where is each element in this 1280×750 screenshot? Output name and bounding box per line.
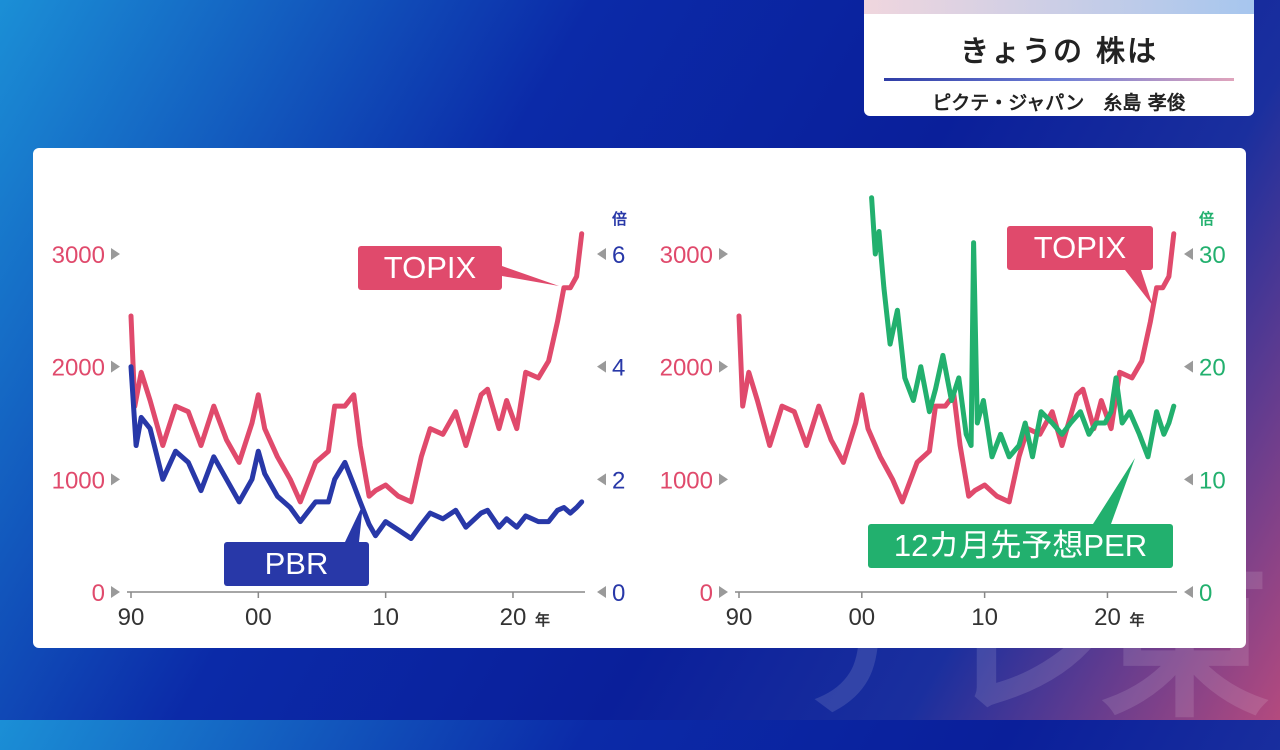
callout-tail (502, 266, 559, 286)
callout-tail (1125, 270, 1153, 306)
left-tick-arrow-icon (111, 248, 120, 260)
title-card: きょうの 株は ピクテ・ジャパン 糸島 孝俊 (864, 0, 1254, 116)
right-unit-label: 倍 (612, 210, 627, 228)
left-tick-label: 3000 (52, 242, 105, 269)
right-tick-arrow-icon (1184, 586, 1193, 598)
left-tick-label: 1000 (660, 467, 713, 494)
left-tick-arrow-icon (719, 248, 728, 260)
left-tick-label: 2000 (660, 355, 713, 382)
callout-box (224, 542, 369, 586)
callout-label: TOPIX (1034, 230, 1127, 265)
right-tick-label: 6 (612, 242, 625, 269)
left-tick-label: 1000 (52, 467, 105, 494)
title-divider (884, 78, 1234, 81)
series-line-topix (128, 231, 585, 505)
left-tick-label: 0 (700, 580, 713, 607)
callout-label: PBR (265, 546, 329, 581)
right-tick-label: 20 (1199, 355, 1226, 382)
right-tick-arrow-icon (1184, 473, 1193, 486)
right-tick-label: 2 (612, 467, 625, 494)
chart-panel: 90 00 10 20 年 0 1000 2000 3000 0 2 4 6 倍 TOPIX PBR 90 00 1… (33, 148, 1246, 648)
right-tick-arrow-icon (597, 248, 606, 260)
left-tick-arrow-icon (111, 360, 120, 373)
left-tick-arrow-icon (111, 473, 120, 486)
x-tick-label: 00 (848, 604, 875, 631)
right-tick-arrow-icon (1184, 360, 1193, 373)
right-tick-label: 0 (612, 580, 625, 607)
right-tick-label: 10 (1199, 467, 1226, 494)
callout-label: 12カ月先予想PER (894, 528, 1147, 563)
segment-title: きょうの 株は (959, 34, 1159, 68)
x-tick-label: 00 (245, 604, 272, 631)
right-tick-arrow-icon (597, 473, 606, 486)
callout-box (868, 524, 1173, 568)
series-line-topix (736, 231, 1177, 505)
callout-tail (345, 504, 363, 542)
callout-tail (1093, 458, 1135, 524)
x-unit-label: 年 (1129, 611, 1144, 629)
left-tick-arrow-icon (719, 360, 728, 373)
x-unit-label: 年 (535, 611, 550, 629)
x-tick-label: 10 (971, 604, 998, 631)
right-tick-arrow-icon (597, 360, 606, 373)
callout-box (358, 246, 502, 290)
right-tick-arrow-icon (1184, 248, 1193, 260)
right-tick-arrow-icon (597, 586, 606, 598)
callout-label: TOPIX (384, 250, 477, 285)
left-tick-label: 2000 (52, 355, 105, 382)
left-tick-label: 3000 (660, 242, 713, 269)
x-tick-label: 10 (372, 604, 399, 631)
callout-box (1007, 226, 1153, 270)
left-tick-arrow-icon (111, 586, 120, 598)
right-tick-label: 0 (1199, 580, 1212, 607)
series-line-per (869, 195, 1177, 460)
title-card-accent-bar (864, 0, 1254, 14)
right-tick-label: 4 (612, 355, 625, 382)
x-tick-label: 20 (1094, 604, 1121, 631)
commentator-name: ピクテ・ジャパン 糸島 孝俊 (932, 92, 1186, 114)
left-tick-arrow-icon (719, 586, 728, 598)
left-tick-label: 0 (92, 580, 105, 607)
x-tick-label: 90 (726, 604, 753, 631)
right-unit-label: 倍 (1199, 210, 1214, 228)
left-tick-arrow-icon (719, 473, 728, 486)
right-tick-label: 30 (1199, 242, 1226, 269)
series-line-pbr (128, 364, 585, 541)
x-tick-label: 90 (118, 604, 145, 631)
x-tick-label: 20 (500, 604, 527, 631)
